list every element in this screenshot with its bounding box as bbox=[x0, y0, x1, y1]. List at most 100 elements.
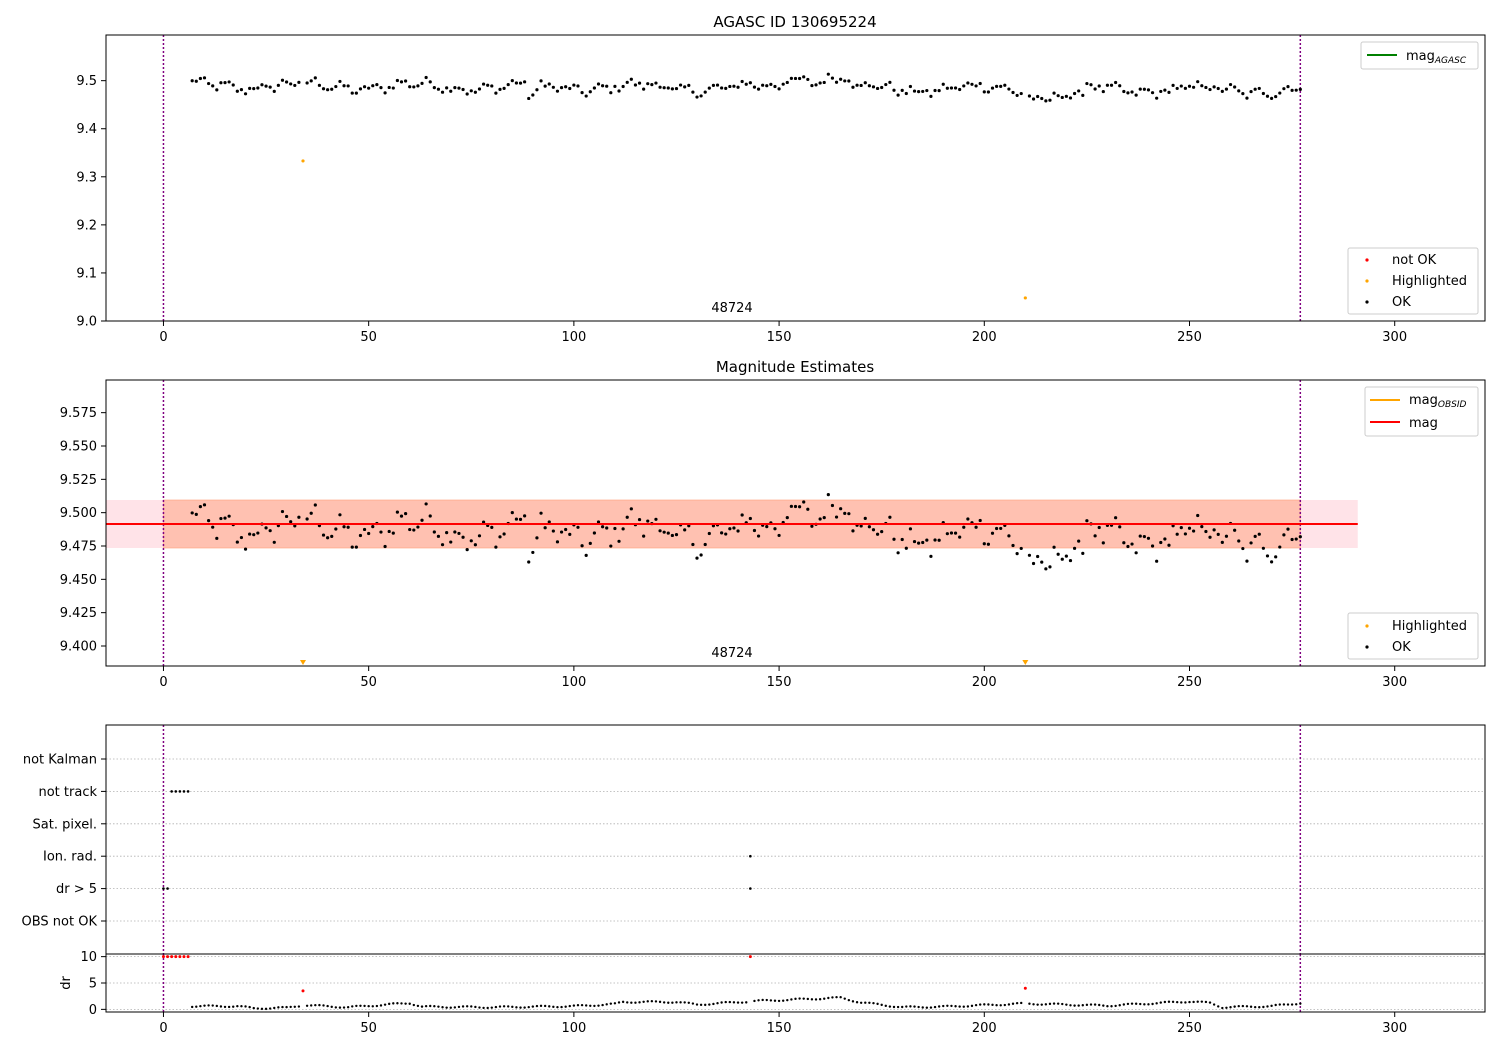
p1-ok-point bbox=[670, 87, 674, 91]
p1-ok-point bbox=[966, 81, 970, 85]
p1-ok-point bbox=[539, 79, 543, 83]
p2-ok-point bbox=[215, 536, 219, 540]
p1-ok-point bbox=[896, 93, 900, 97]
p4-ok-point bbox=[351, 1005, 354, 1008]
p1-ok-point bbox=[592, 86, 596, 90]
p2-ok-point bbox=[239, 535, 244, 540]
p2-ok-point bbox=[1126, 544, 1130, 549]
p1-ok-point bbox=[650, 82, 654, 87]
p1-ok-point bbox=[440, 90, 445, 94]
p4-ytick-label: 5 bbox=[89, 977, 97, 992]
p1-ok-point bbox=[330, 87, 334, 91]
p1-ok-point bbox=[974, 84, 978, 88]
p1-ok-point bbox=[1118, 84, 1122, 88]
p1-ok-point bbox=[412, 85, 416, 89]
p4-ok-point bbox=[589, 1004, 592, 1007]
p4-ok-point bbox=[954, 1005, 957, 1008]
p2-ok-point bbox=[880, 529, 884, 534]
p2-ok-point bbox=[818, 517, 822, 521]
p1-ok-point bbox=[925, 88, 929, 93]
panel2-obsid-label: 48724 bbox=[711, 646, 752, 661]
p2-ok-point bbox=[461, 535, 465, 539]
p2-ok-point bbox=[740, 513, 744, 517]
p2-ok-point bbox=[272, 540, 276, 544]
p2-ok-point bbox=[1175, 532, 1179, 536]
p1-ok-point bbox=[982, 90, 986, 94]
p4-ok-point bbox=[486, 1006, 489, 1010]
p1-ok-point bbox=[839, 77, 843, 81]
p1-ok-point bbox=[605, 84, 609, 88]
p2-ok-point bbox=[1269, 560, 1274, 564]
p4-ok-point bbox=[1036, 1003, 1039, 1006]
p4-ok-point bbox=[712, 1002, 715, 1006]
p4-ok-point bbox=[921, 1006, 924, 1009]
p2-ok-point bbox=[978, 518, 982, 523]
p1-ok-point bbox=[481, 82, 486, 86]
p2-ok-point bbox=[596, 520, 601, 524]
p4-ok-point bbox=[535, 1004, 539, 1008]
p1-ok-point bbox=[995, 84, 999, 88]
p4-ok-point bbox=[987, 1003, 990, 1006]
p2-ok-point bbox=[1040, 560, 1044, 564]
p4-ok-point bbox=[416, 1004, 420, 1008]
p3-flag-label: not track bbox=[38, 785, 97, 800]
p2-ok-point bbox=[1036, 554, 1040, 559]
p2-ok-point bbox=[305, 517, 309, 521]
p1-xtick-label: 200 bbox=[972, 330, 997, 345]
p1-ok-point bbox=[1109, 83, 1114, 87]
p1-ytick-label: 9.2 bbox=[76, 218, 97, 233]
p1-ok-point bbox=[978, 81, 982, 86]
p2-ok-point bbox=[953, 531, 958, 535]
p1-ok-point bbox=[1290, 88, 1294, 92]
p4-ok-point bbox=[1077, 1004, 1080, 1007]
p2-ok-point bbox=[654, 517, 658, 521]
p3-flag-label: Sat. pixel. bbox=[33, 817, 97, 832]
p4-ok-point bbox=[412, 1003, 416, 1007]
p2-ok-point bbox=[917, 541, 921, 545]
p4-ok-point bbox=[474, 1005, 477, 1009]
p1-ok-point bbox=[1097, 84, 1101, 88]
p1-ok-point bbox=[1245, 96, 1249, 100]
p2-ok-point bbox=[449, 540, 453, 544]
p1-ok-point bbox=[231, 83, 235, 87]
p1-ok-point bbox=[527, 96, 531, 101]
p1-ok-point bbox=[629, 77, 633, 81]
p1-ok-point bbox=[990, 86, 995, 90]
p1-ok-point bbox=[1241, 91, 1245, 96]
p4-ok-point bbox=[355, 1004, 358, 1008]
p1-ok-point bbox=[1228, 82, 1233, 87]
legend-mag-agasc-label: magAGASC bbox=[1406, 49, 1467, 66]
p2-ok-point bbox=[539, 511, 543, 515]
p4-ok-point bbox=[991, 1003, 994, 1007]
p1-ok-point bbox=[198, 76, 202, 81]
p1-ok-point bbox=[223, 81, 227, 85]
p4-ok-point bbox=[962, 1005, 965, 1008]
p2-ok-point bbox=[1155, 559, 1159, 563]
p2-ok-point bbox=[358, 533, 363, 538]
p4-ok-point bbox=[445, 1006, 448, 1009]
p1-ok-point bbox=[449, 89, 453, 93]
p1-xtick-label: 250 bbox=[1177, 330, 1202, 345]
p4-ok-point bbox=[892, 1005, 896, 1009]
p2-ok-point bbox=[1196, 513, 1200, 518]
p4-ok-point bbox=[1147, 1003, 1150, 1006]
p1-ok-point bbox=[350, 91, 354, 95]
p4-ok-point bbox=[876, 1002, 879, 1006]
p2-ok-point bbox=[1007, 534, 1011, 538]
p1-ok-point bbox=[703, 90, 707, 94]
p1-ok-point bbox=[1081, 93, 1085, 97]
p4-ok-point bbox=[745, 1001, 748, 1004]
p1-highlighted-point bbox=[301, 159, 305, 163]
p2-ok-point bbox=[1056, 552, 1060, 556]
p1-xtick-label: 150 bbox=[767, 330, 792, 345]
p1-ok-point bbox=[1072, 91, 1077, 96]
p1-ok-point bbox=[1122, 89, 1126, 94]
p1-ok-point bbox=[342, 84, 346, 88]
p4-not-ok-point bbox=[301, 989, 305, 993]
p1-ok-point bbox=[654, 81, 658, 85]
p4-ok-point bbox=[1102, 1004, 1105, 1007]
p4-ok-point bbox=[203, 1004, 206, 1007]
p4-ytick-label: 0 bbox=[89, 1003, 97, 1018]
p2-ok-point bbox=[371, 525, 375, 529]
p4-ok-point bbox=[942, 1004, 945, 1008]
